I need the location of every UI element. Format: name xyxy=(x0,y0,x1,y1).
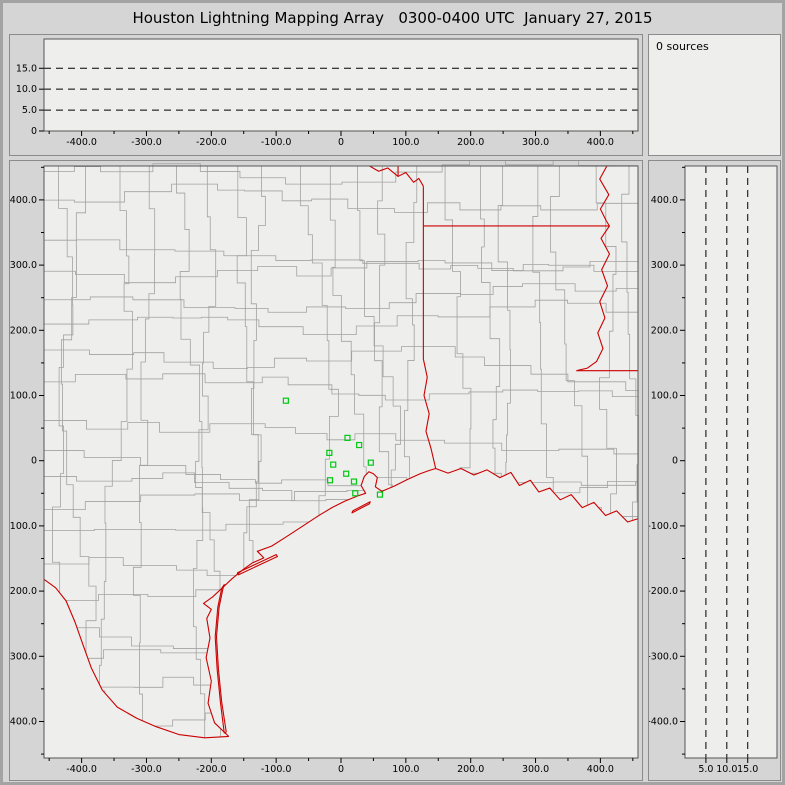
county-line xyxy=(44,299,638,336)
y-tick-label: -400.0 xyxy=(10,716,37,727)
boundary-mississippi xyxy=(576,165,611,372)
county-line xyxy=(44,346,638,392)
x-tick-label: -100.0 xyxy=(261,137,292,148)
lma-stations xyxy=(282,397,384,498)
lma-station-marker xyxy=(367,459,374,466)
y-tick-label: -200.0 xyxy=(10,586,37,597)
y-tick-label: 10.0 xyxy=(16,84,37,95)
x-tick-label: -400.0 xyxy=(66,764,97,775)
map-plot-area xyxy=(44,166,638,758)
plot-frame xyxy=(684,165,778,759)
lma-station-marker xyxy=(356,441,363,449)
map-plot[interactable]: -400.0 -300.0 -200.0 -100.0 0 100.0 200.0 300.0… xyxy=(10,161,640,778)
ew-alt-plot-area xyxy=(44,39,638,131)
boundary-padre-island xyxy=(214,584,227,734)
county-line xyxy=(44,420,638,455)
y-tick-label: 100.0 xyxy=(10,390,37,401)
y-tick-label: 300.0 xyxy=(10,260,37,271)
boundary-galveston-island xyxy=(351,501,371,514)
lma-station-marker xyxy=(326,449,333,456)
altitude-ew-plot[interactable]: -400.0 -300.0 -200.0 -100.0 0 100.0 200.0 300.0… xyxy=(10,35,640,153)
y-tick-label: 200.0 xyxy=(10,325,37,336)
county-line xyxy=(176,166,206,738)
county-line xyxy=(44,161,638,185)
x-tick-label: 5.0 xyxy=(698,764,713,775)
lma-station-marker xyxy=(326,477,334,484)
lma-station-marker xyxy=(350,478,358,485)
y-tick-label: -300.0 xyxy=(649,651,678,662)
county-line xyxy=(44,183,638,213)
state-boundaries xyxy=(43,165,639,739)
x-tick-label: -300.0 xyxy=(131,137,162,148)
county-line xyxy=(44,373,638,401)
x-tick-label: 300.0 xyxy=(522,137,549,148)
y-tick-label: 100.0 xyxy=(651,390,678,401)
x-tick-label: 0 xyxy=(338,764,344,775)
boundary-red-river xyxy=(369,165,424,187)
county-line xyxy=(44,239,638,272)
y-tick-label: -100.0 xyxy=(649,521,678,532)
x-tick-label: -400.0 xyxy=(66,137,97,148)
x-tick-label: 200.0 xyxy=(457,764,484,775)
altitude-ns-panel[interactable]: 5.0 10.0 15.0 400.0 300.0 200.0 100.0 0 -100.0 -2… xyxy=(648,160,781,781)
y-tick-label: 200.0 xyxy=(651,325,678,336)
x-tick-label: 10.0 xyxy=(716,764,737,775)
y-tick-label: -100.0 xyxy=(10,521,37,532)
y-tick-label: 0 xyxy=(31,456,37,467)
x-tick-label: 200.0 xyxy=(457,137,484,148)
county-line xyxy=(99,166,133,738)
boundary-matagorda-island xyxy=(236,554,278,576)
x-tick-label: 0 xyxy=(338,137,344,148)
x-tick-label: 100.0 xyxy=(392,137,419,148)
lma-station-marker xyxy=(344,434,351,441)
lma-station-marker xyxy=(352,490,359,497)
county-line xyxy=(44,283,638,313)
y-tick-label: 5.0 xyxy=(22,105,37,116)
boundary-gulf-coast xyxy=(202,467,639,737)
x-tick-label: 100.0 xyxy=(392,764,419,775)
x-tick-label: 300.0 xyxy=(522,764,549,775)
county-line xyxy=(44,259,638,284)
lma-station-marker xyxy=(343,470,350,477)
y-tick-label: 0 xyxy=(672,456,678,467)
lma-station-marker xyxy=(376,491,384,498)
x-tick-label: 15.0 xyxy=(737,764,758,775)
x-tick-label: 400.0 xyxy=(587,764,614,775)
page-title: Houston Lightning Mapping Array 0300-040… xyxy=(132,9,653,27)
boundary-tx-la-sabine xyxy=(422,225,437,469)
x-tick-label: 400.0 xyxy=(587,137,614,148)
altitude-ns-plot[interactable]: 5.0 10.0 15.0 400.0 300.0 200.0 100.0 0 -100.0 -2… xyxy=(649,161,778,778)
x-tick-label: -200.0 xyxy=(196,764,227,775)
y-tick-label: -200.0 xyxy=(649,586,678,597)
y-tick-label: -300.0 xyxy=(10,651,37,662)
y-tick-label: 400.0 xyxy=(10,195,37,206)
altitude-ew-panel[interactable]: -400.0 -300.0 -200.0 -100.0 0 100.0 200.0 300.0… xyxy=(9,34,643,156)
x-tick-label: -100.0 xyxy=(261,764,292,775)
ns-alt-plot-area xyxy=(685,166,777,758)
sources-count: 0 sources xyxy=(656,40,709,53)
lma-station-marker xyxy=(330,461,337,468)
y-tick-label: 0 xyxy=(31,126,37,137)
x-tick-label: -300.0 xyxy=(131,764,162,775)
y-tick-label: 15.0 xyxy=(16,63,37,74)
y-tick-label: 400.0 xyxy=(651,195,678,206)
boundary-rio-grande xyxy=(43,578,229,739)
sources-panel: 0 sources xyxy=(648,34,781,156)
lma-station-marker xyxy=(282,397,289,404)
x-tick-label: -200.0 xyxy=(196,137,227,148)
y-tick-label: -400.0 xyxy=(649,716,678,727)
y-tick-label: 300.0 xyxy=(651,260,678,271)
map-panel[interactable]: -400.0 -300.0 -200.0 -100.0 0 100.0 200.0 300.0… xyxy=(9,160,643,781)
